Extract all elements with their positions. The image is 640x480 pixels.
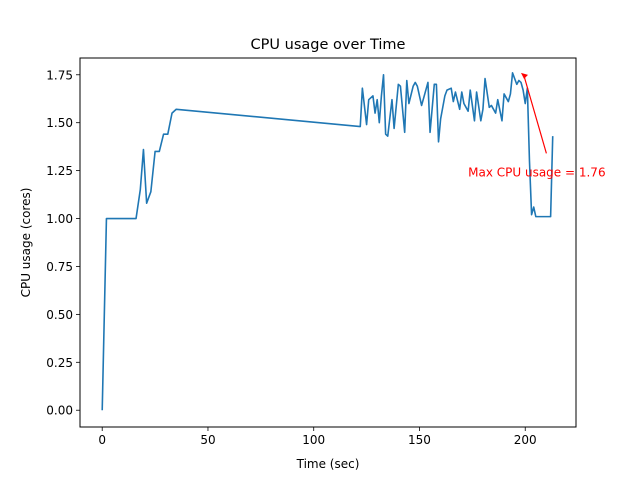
y-tick-label: 1.25 — [46, 164, 73, 178]
x-tick-label: 150 — [408, 433, 431, 447]
y-tick-label: 0.50 — [46, 308, 73, 322]
x-tick-label: 100 — [302, 433, 325, 447]
y-tick-label: 0.75 — [46, 260, 73, 274]
annotation-layer: Max CPU usage = 1.76 — [468, 72, 606, 179]
chart-title: CPU usage over Time — [251, 37, 406, 53]
y-axis-label: CPU usage (cores) — [19, 188, 33, 298]
cpu-usage-line — [101, 72, 554, 411]
series-layer — [101, 72, 554, 411]
y-tick-label: 1.00 — [46, 212, 73, 226]
y-tick-label: 1.75 — [46, 68, 73, 82]
annotation-arrowhead — [521, 72, 529, 79]
x-tick-label: 200 — [514, 433, 537, 447]
y-tick-label: 0.25 — [46, 356, 73, 370]
x-ticks: 0 50 100 150 200 — [98, 427, 537, 447]
annotation-label: Max CPU usage = 1.76 — [468, 165, 605, 179]
y-tick-label: 1.50 — [46, 116, 73, 130]
y-ticks: 0.00 0.25 0.50 0.75 1.00 1.25 1.50 1.75 — [46, 68, 80, 418]
axes-frame — [79, 57, 577, 428]
y-tick-label: 0.00 — [46, 404, 73, 418]
x-axis-label: Time (sec) — [296, 457, 360, 471]
x-tick-label: 50 — [200, 433, 215, 447]
annotation-arrow — [523, 75, 547, 154]
x-tick-label: 0 — [98, 433, 106, 447]
